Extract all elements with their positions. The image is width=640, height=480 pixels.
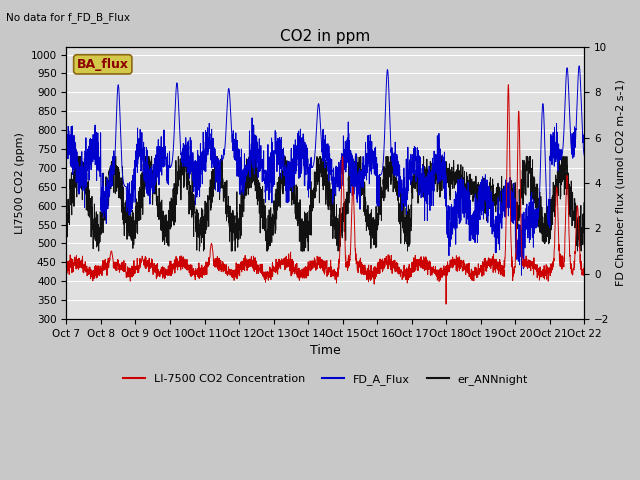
Y-axis label: FD Chamber flux (umol CO2 m-2 s-1): FD Chamber flux (umol CO2 m-2 s-1) (615, 80, 625, 287)
Title: CO2 in ppm: CO2 in ppm (280, 29, 371, 44)
X-axis label: Time: Time (310, 344, 340, 357)
Legend: LI-7500 CO2 Concentration, FD_A_Flux, er_ANNnight: LI-7500 CO2 Concentration, FD_A_Flux, er… (118, 370, 532, 390)
Text: No data for f_FD_B_Flux: No data for f_FD_B_Flux (6, 12, 131, 23)
Text: BA_flux: BA_flux (77, 58, 129, 71)
Y-axis label: LI7500 CO2 (ppm): LI7500 CO2 (ppm) (15, 132, 25, 234)
